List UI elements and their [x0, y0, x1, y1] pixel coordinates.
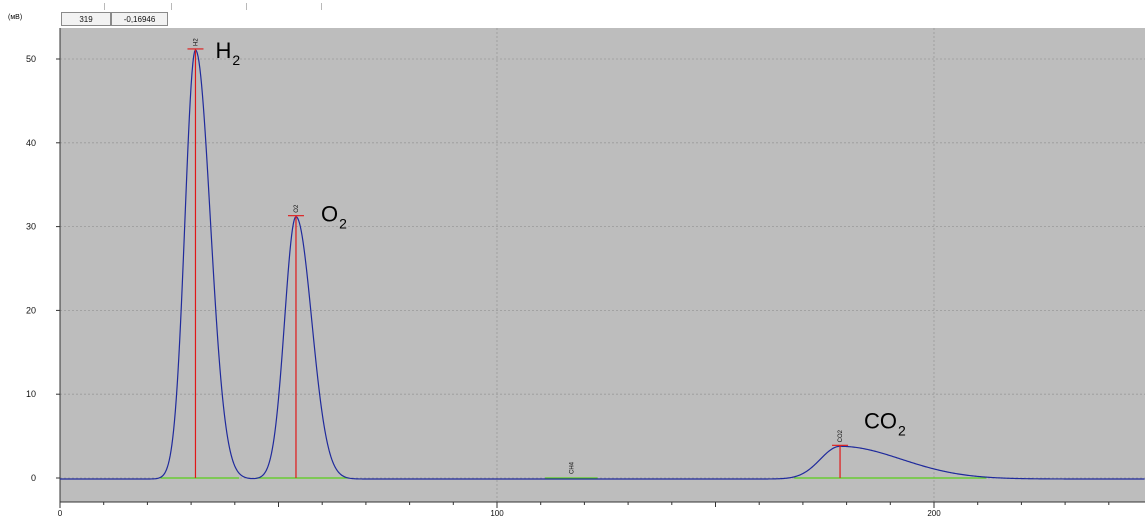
y-axis-unit-label: (мВ) — [8, 14, 23, 21]
peak-name-co2: CO — [864, 408, 897, 433]
cursor-y-readout: -0,16946 — [111, 12, 168, 26]
plot-background — [60, 28, 1145, 502]
peak-name-h2: H — [215, 38, 231, 63]
peak-markers — [187, 48, 849, 478]
toolbar-separator — [171, 3, 172, 10]
y-tick-label: 0 — [31, 473, 36, 483]
axes: 0 10 20 30 40 50 0 100 200 — [26, 28, 1145, 516]
top-toolbar-strip — [0, 0, 1145, 12]
peak-name-o2: O — [321, 202, 338, 227]
x-tick-label: 200 — [927, 509, 941, 516]
y-tick-label: 30 — [26, 222, 36, 232]
x-tick-label: 100 — [490, 509, 504, 516]
peak-tag-co2: CO2 — [838, 429, 844, 442]
peak-name-subscript: 2 — [339, 216, 347, 232]
peak-tag-o2: O2 — [294, 204, 300, 213]
y-tick-label: 40 — [26, 138, 36, 148]
toolbar-separator — [321, 3, 322, 10]
cursor-x-readout: 319 — [61, 12, 111, 26]
y-tick-label: 10 — [26, 389, 36, 399]
peak-name-subscript: 2 — [898, 422, 906, 438]
gridlines — [60, 28, 1145, 502]
x-tick-label: 0 — [58, 509, 63, 516]
peak-name-subscript: 2 — [232, 52, 240, 68]
peak-tag-ch4: CH4 — [569, 461, 575, 474]
toolbar-separator — [104, 3, 105, 10]
toolbar-separator — [246, 3, 247, 10]
signal-trace — [60, 49, 1145, 480]
y-tick-label: 50 — [26, 54, 36, 64]
y-tick-label: 20 — [26, 305, 36, 315]
peak-tag-h2: H2 — [193, 38, 199, 46]
